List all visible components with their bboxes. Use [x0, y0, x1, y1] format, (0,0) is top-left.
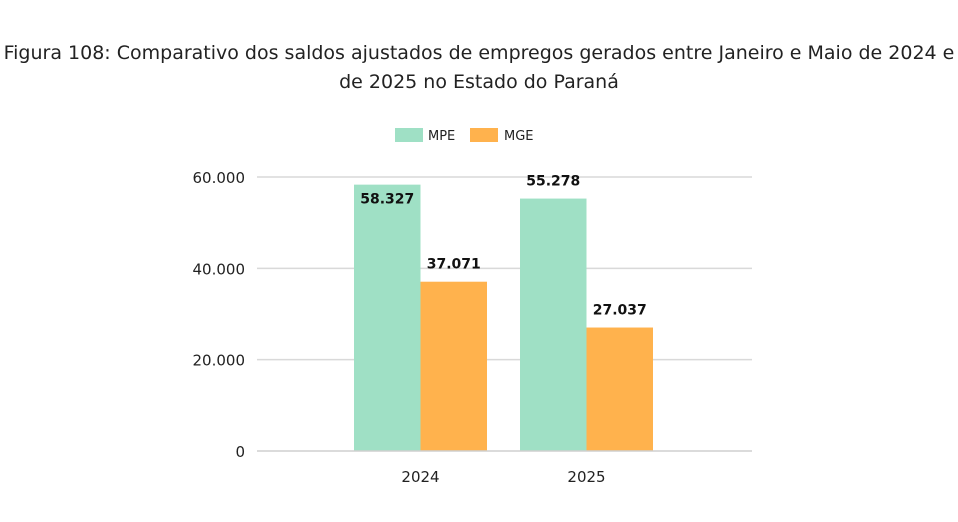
y-axis-tick-labels: 0 20.000 40.000 60.000	[193, 169, 246, 461]
chart-bars: 58.327 37.071 55.278 27.037	[354, 174, 653, 452]
data-label-mge-2025: 27.037	[593, 303, 647, 319]
bar-mpe-2024	[354, 184, 421, 452]
data-label-mpe-2025: 55.278	[526, 174, 580, 190]
y-tick-label: 20.000	[193, 352, 246, 370]
legend-label-mge: MGE	[504, 129, 534, 144]
x-tick-label: 2024	[401, 468, 439, 486]
legend-swatch-mge	[470, 128, 498, 142]
legend-label-mpe: MPE	[428, 129, 455, 144]
figure-title-line-1: Figura 108: Comparativo dos saldos ajust…	[3, 42, 955, 64]
x-tick-label: 2025	[567, 468, 605, 486]
bar-mpe-2025	[520, 198, 587, 451]
data-label-mpe-2024: 58.327	[360, 192, 414, 208]
figure-title: Figura 108: Comparativo dos saldos ajust…	[0, 39, 958, 97]
bar-mge-2024	[420, 281, 487, 451]
bar-mge-2025	[586, 327, 653, 451]
y-tick-label: 40.000	[193, 260, 246, 278]
legend-swatch-mpe	[395, 128, 423, 142]
x-axis-tick-labels: 2024 2025	[401, 468, 605, 486]
y-tick-label: 0	[235, 443, 245, 461]
y-tick-label: 60.000	[193, 169, 246, 187]
chart-gridlines	[257, 176, 752, 361]
chart-legend: MPE MGE	[395, 128, 534, 144]
figure-title-line-2: de 2025 no Estado do Paraná	[339, 71, 619, 93]
data-label-mge-2024: 37.071	[427, 257, 481, 273]
